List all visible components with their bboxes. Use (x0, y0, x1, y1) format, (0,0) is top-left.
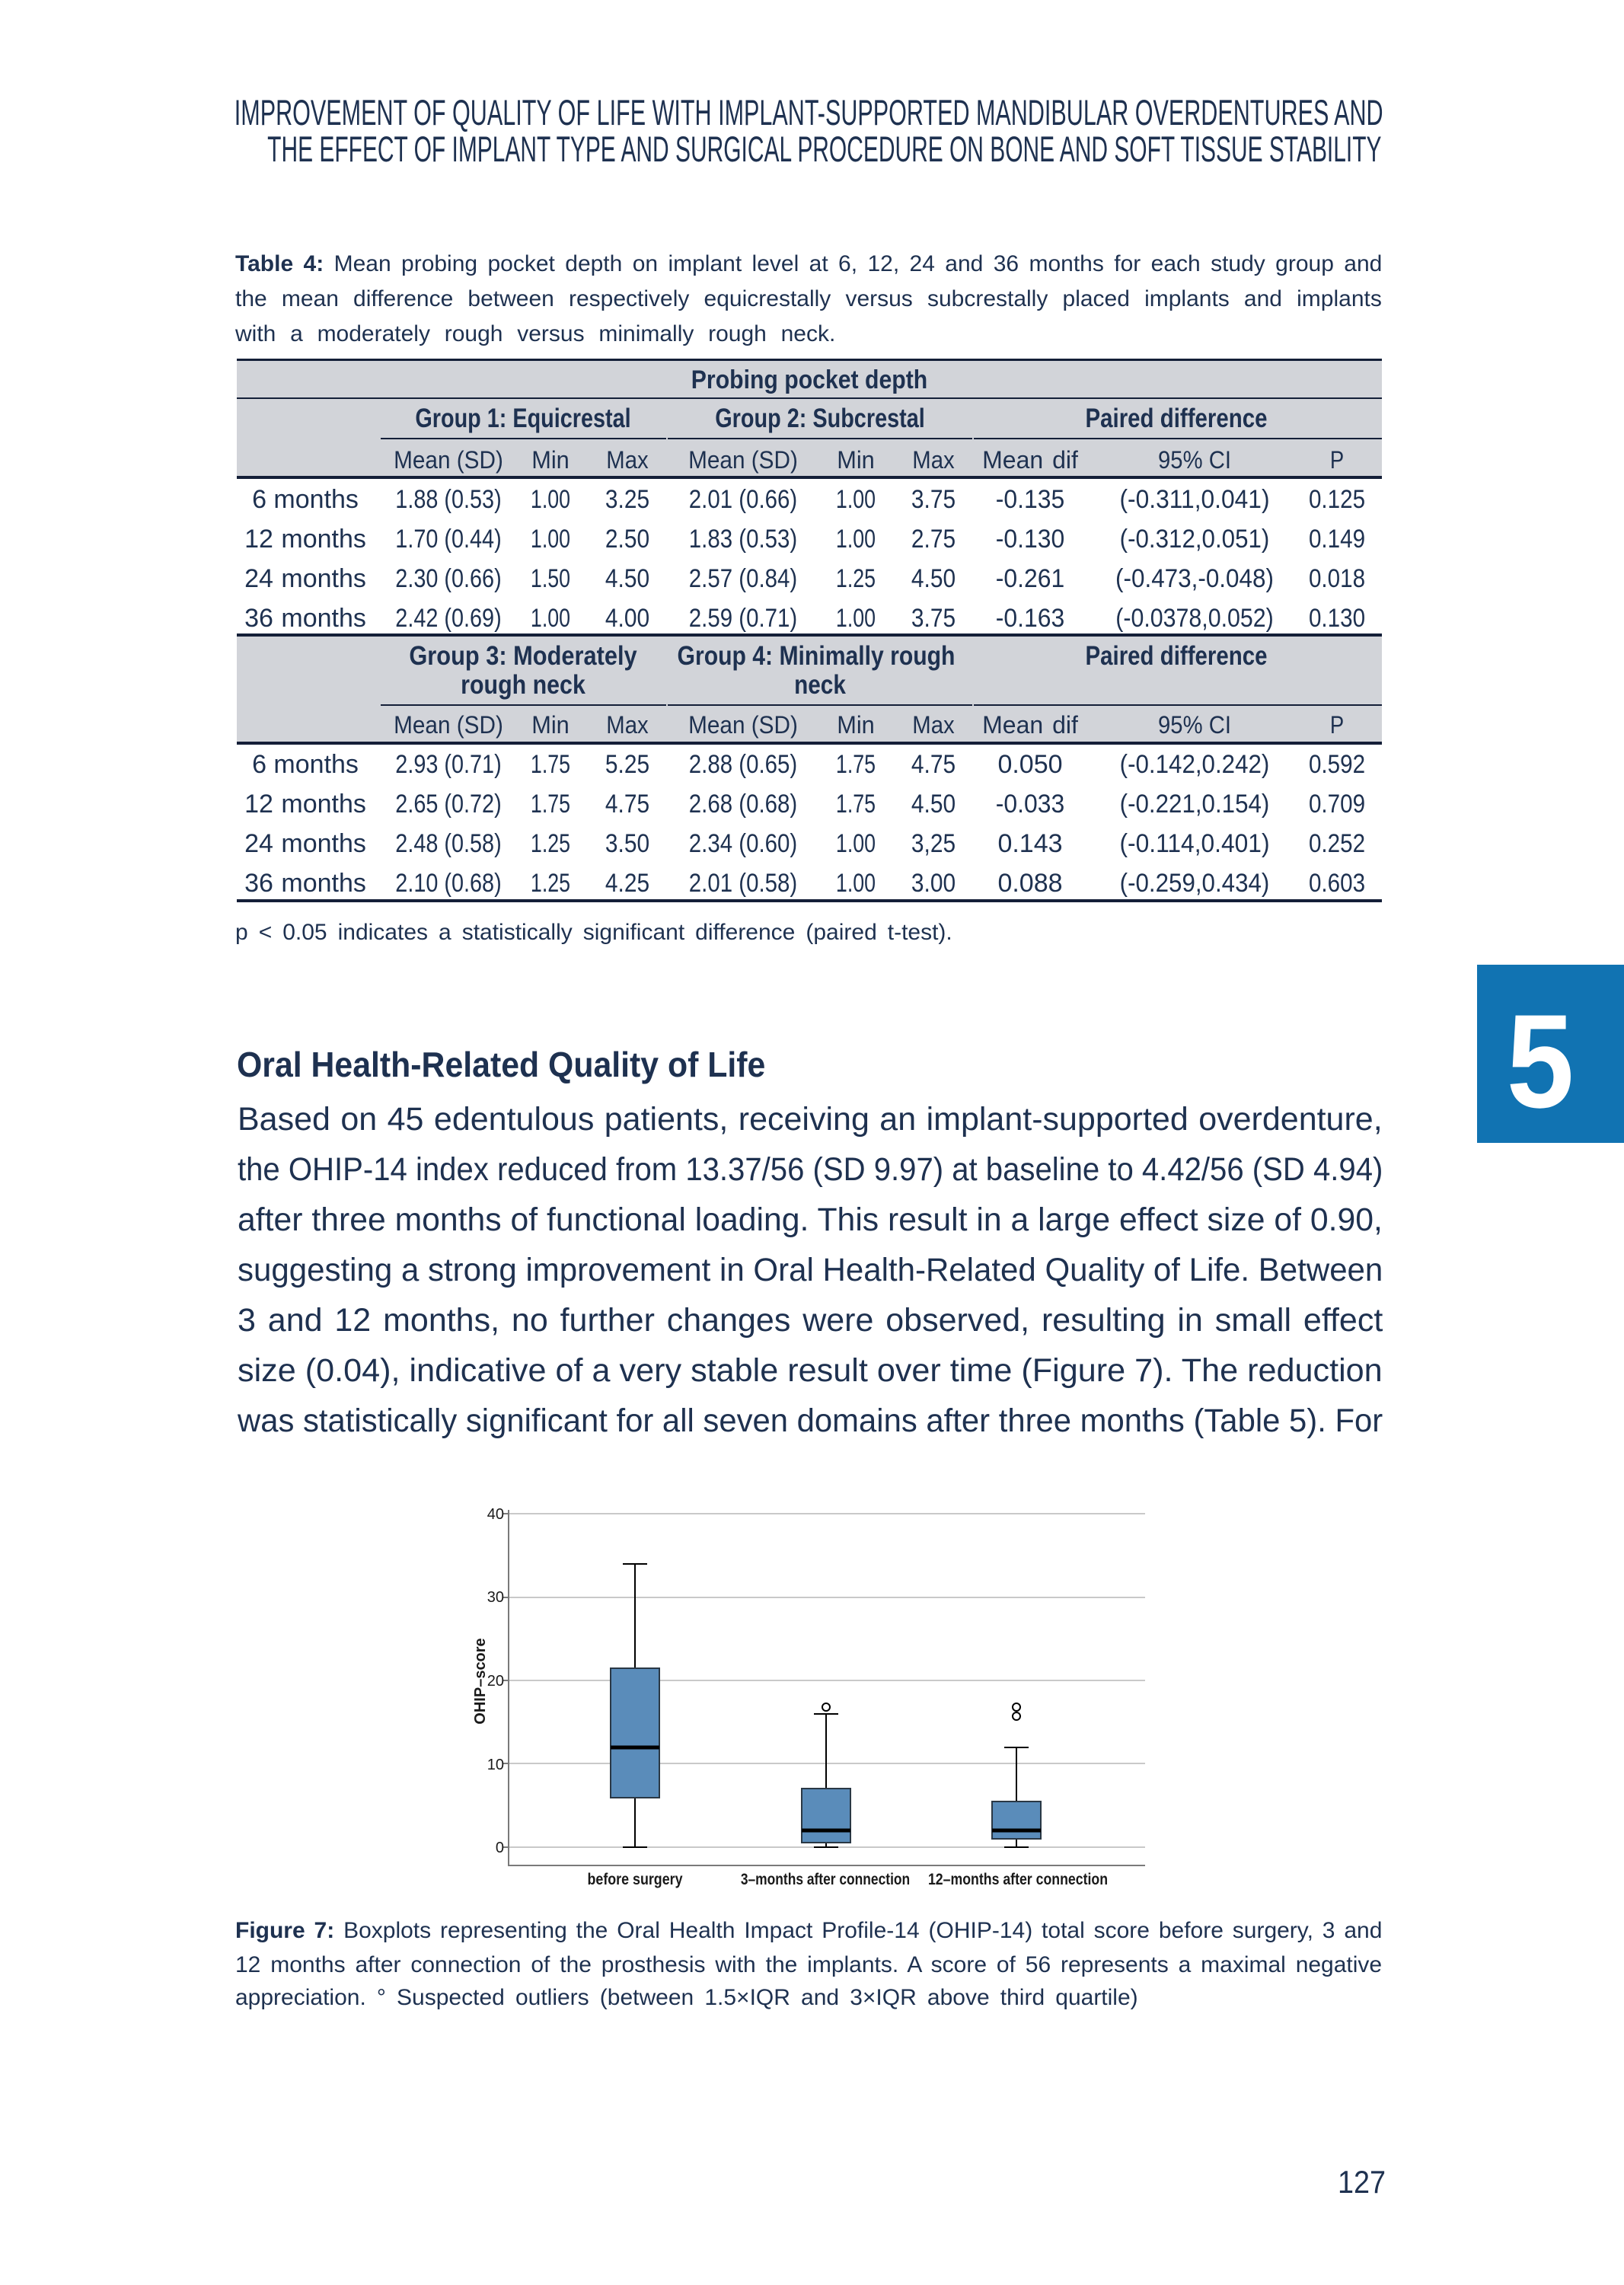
svg-text:20: 20 (487, 1673, 504, 1690)
svg-text:40: 40 (487, 1506, 504, 1523)
svg-text:0: 0 (496, 1840, 504, 1856)
svg-text:OHIP–score: OHIP–score (472, 1638, 489, 1724)
svg-text:10: 10 (487, 1757, 504, 1773)
svg-text:30: 30 (487, 1589, 504, 1606)
